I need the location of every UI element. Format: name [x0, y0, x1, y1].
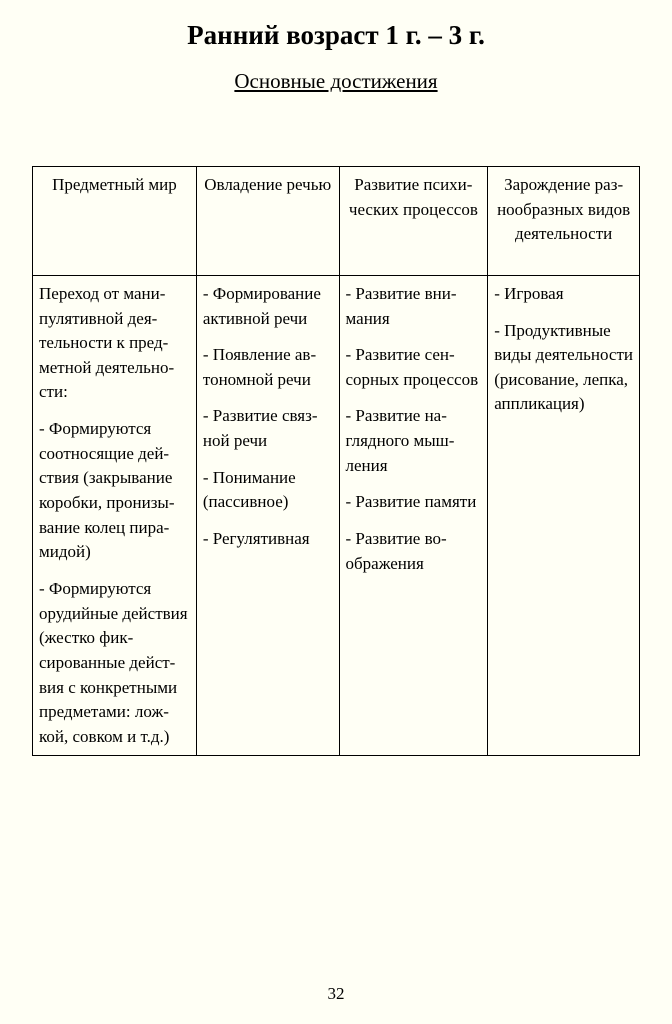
- cell-paragraph: - Понимание (пассивное): [203, 466, 333, 515]
- cell-content: Переход от мани­пулятивной дея­тельности…: [39, 282, 190, 750]
- cell-content: - Игровая - Продуктивные виды деятельно­с…: [494, 282, 633, 417]
- page-title: Ранний возраст 1 г. – 3 г.: [32, 20, 640, 51]
- table-header-cell: Развитие психи­ческих процес­сов: [339, 167, 488, 276]
- achievements-table: Предметный мир Овладение речью Развитие …: [32, 166, 640, 756]
- cell-paragraph: - Формируются орудийные дейст­вия (жестк…: [39, 577, 190, 749]
- cell-paragraph: - Регулятивная: [203, 527, 333, 552]
- table-cell: - Развитие вни­мания - Развитие сен­сорны…: [339, 275, 488, 756]
- cell-content: - Развитие вни­мания - Развитие сен­сорны…: [346, 282, 482, 576]
- table-header-cell: Предметный мир: [33, 167, 197, 276]
- cell-paragraph: Переход от мани­пулятивной дея­тельности…: [39, 282, 190, 405]
- cell-paragraph: - Формируются соотносящие дей­ствия (зак…: [39, 417, 190, 565]
- page-subtitle: Основные достижения: [32, 69, 640, 94]
- table-cell: Переход от мани­пулятивной дея­тельности…: [33, 275, 197, 756]
- cell-paragraph: - Развитие связ­ной речи: [203, 404, 333, 453]
- table-header-cell: Зарождение раз­нообразных ви­дов деятель…: [488, 167, 640, 276]
- table-cell: - Формирование активной речи - Появление …: [196, 275, 339, 756]
- page-number: 32: [0, 984, 672, 1004]
- cell-paragraph: - Формирование активной речи: [203, 282, 333, 331]
- cell-paragraph: - Развитие на­глядного мыш­ления: [346, 404, 482, 478]
- table-header-cell: Овладение речью: [196, 167, 339, 276]
- cell-paragraph: - Игровая: [494, 282, 633, 307]
- table-header-row: Предметный мир Овладение речью Развитие …: [33, 167, 640, 276]
- table-row: Переход от мани­пулятивной дея­тельности…: [33, 275, 640, 756]
- cell-paragraph: - Появление ав­тономной речи: [203, 343, 333, 392]
- cell-paragraph: - Продуктивные виды деятельно­сти (рисов…: [494, 319, 633, 418]
- cell-content: - Формирование активной речи - Появление …: [203, 282, 333, 552]
- cell-paragraph: - Развитие вни­мания: [346, 282, 482, 331]
- cell-paragraph: - Развитие сен­сорных процес­сов: [346, 343, 482, 392]
- cell-paragraph: - Развитие па­мяти: [346, 490, 482, 515]
- table-cell: - Игровая - Продуктивные виды деятельно­с…: [488, 275, 640, 756]
- cell-paragraph: - Развитие во­ображения: [346, 527, 482, 576]
